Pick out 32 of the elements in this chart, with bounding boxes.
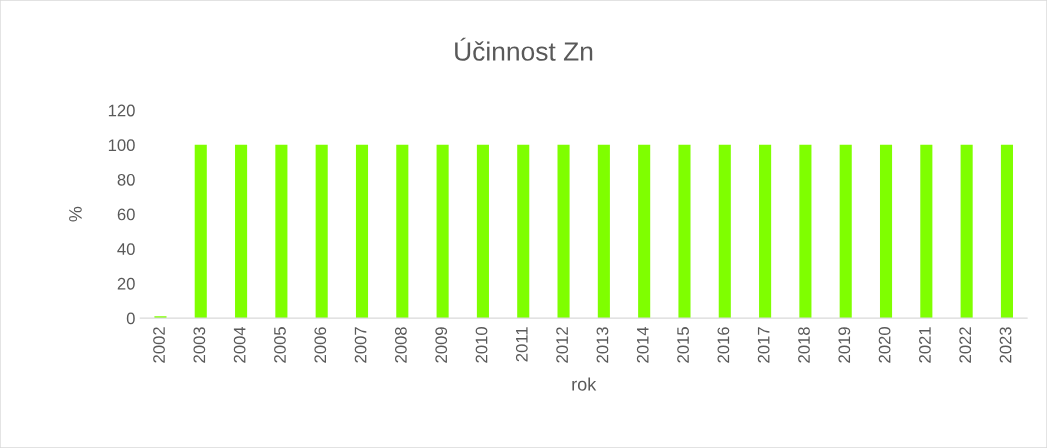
x-tick-label: 2002 xyxy=(153,327,165,363)
x-tick-label: 2005 xyxy=(274,327,286,363)
y-tick-label: 100 xyxy=(108,139,135,152)
x-tick-label: 2003 xyxy=(193,327,206,363)
x-tick-label: 2013 xyxy=(596,327,609,363)
x-tick-label: 2006 xyxy=(314,327,327,363)
x-tick-label: 2007 xyxy=(354,327,367,363)
x-tick-label: 2019 xyxy=(838,327,851,363)
x-tick-label: 2020 xyxy=(878,327,891,363)
y-tick-label: 120 xyxy=(108,104,135,117)
x-tick-label: 2008 xyxy=(394,327,407,363)
y-axis-title: % xyxy=(69,206,82,222)
x-axis-title: rok xyxy=(572,377,597,391)
y-tick-label: 0 xyxy=(126,312,135,325)
x-tick-label: 2022 xyxy=(959,327,972,363)
x-tick-label: 2014 xyxy=(636,326,649,363)
x-tick-label: 2021 xyxy=(919,327,931,363)
chart-title: Účinnost Zn xyxy=(455,37,593,61)
x-tick-label: 2004 xyxy=(233,326,246,363)
x-tick-label: 2016 xyxy=(717,327,730,363)
x-tick-label: 2018 xyxy=(798,327,810,363)
y-tick-label: 40 xyxy=(117,243,135,255)
x-tick-label: 2023 xyxy=(999,327,1012,363)
y-tick-label: 20 xyxy=(117,277,135,290)
y-tick-label: 60 xyxy=(117,208,135,221)
x-tick-label: 2017 xyxy=(757,327,770,363)
x-tick-label: 2012 xyxy=(556,327,569,363)
x-tick-label: 2015 xyxy=(677,327,689,363)
x-tick-label: 2011 xyxy=(515,327,528,362)
y-tick-label: 80 xyxy=(117,173,135,186)
x-tick-label: 2010 xyxy=(475,327,488,363)
x-tick-label: 2009 xyxy=(435,327,448,363)
